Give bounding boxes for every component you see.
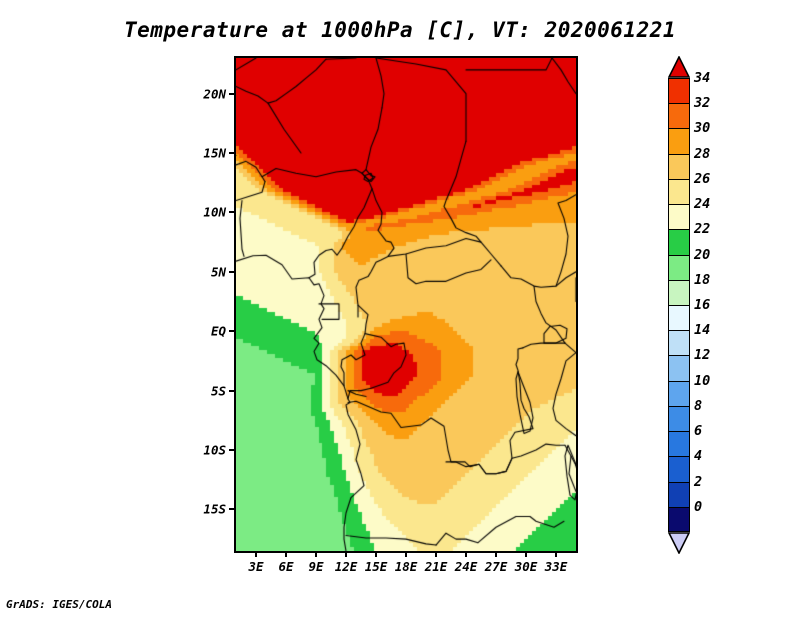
x-tick-mark: [315, 552, 317, 557]
x-tick-label: 15E: [364, 559, 388, 574]
colorbar-band: [668, 178, 690, 205]
x-tick-label: 12E: [334, 559, 358, 574]
y-tick-mark: [229, 389, 234, 392]
colorbar-tick-label: 20: [694, 246, 711, 263]
y-tick-label: 10N: [203, 204, 226, 220]
y-tick-label: 20N: [203, 86, 226, 102]
colorbar-tick-label: 30: [694, 120, 711, 137]
y-tick-mark: [229, 211, 234, 214]
x-tick-mark: [495, 552, 497, 557]
y-tick-label: EQ: [210, 323, 226, 339]
colorbar-band: [668, 254, 690, 280]
colorbar-tick-label: 10: [694, 372, 711, 389]
colorbar-tick-label: 18: [694, 271, 711, 288]
colorbar-tick-label: 24: [694, 196, 711, 213]
colorbar-band: [668, 330, 690, 356]
map-plot-area: [234, 56, 578, 553]
x-tick-label: 3E: [248, 559, 264, 574]
x-tick-label: 9E: [308, 559, 324, 574]
y-tick-mark: [229, 270, 234, 273]
colorbar-band: [668, 279, 690, 305]
x-tick-mark: [405, 552, 407, 557]
colorbar-tick-label: 22: [694, 221, 711, 238]
colorbar-band: [668, 355, 690, 381]
colorbar-band: [668, 481, 690, 507]
colorbar-band: [668, 229, 690, 255]
y-tick-mark: [229, 508, 234, 511]
x-tick-mark: [465, 552, 467, 557]
x-tick-label: 27E: [484, 559, 508, 574]
page-title: Temperature at 1000hPa [C], VT: 20200612…: [123, 18, 676, 42]
y-tick-label: 15S: [203, 501, 226, 517]
x-tick-mark: [345, 552, 347, 557]
colorbar: 0 2 4 6 8 10 12 14 16 18 20 22 24 26 28 30 32 34: [667, 55, 710, 555]
colorbar-tick-label: 34: [694, 70, 711, 86]
x-tick-label: 18E: [394, 559, 418, 574]
colorbar-band: [668, 405, 690, 432]
colorbar-band: [668, 456, 690, 482]
x-tick-label: 21E: [424, 559, 448, 574]
x-tick-mark: [255, 552, 257, 557]
x-tick-label: 33E: [544, 559, 568, 574]
colorbar-tick-label: 28: [694, 145, 711, 162]
x-tick-label: 30E: [514, 559, 538, 574]
x-tick-mark: [285, 552, 287, 557]
colorbar-band: [668, 128, 690, 154]
colorbar-band: [668, 305, 690, 331]
x-tick-mark: [435, 552, 437, 557]
colorbar-band: [668, 506, 690, 532]
x-tick-mark: [525, 552, 527, 557]
y-tick-label: 5N: [210, 264, 226, 280]
colorbar-tick-label: 12: [694, 347, 711, 364]
colorbar-band: [668, 103, 690, 129]
x-tick-mark: [555, 552, 557, 557]
x-tick-label: 6E: [278, 559, 294, 574]
y-tick-label: 10S: [203, 442, 226, 458]
y-tick-label: 15N: [203, 145, 226, 161]
colorbar-band: [668, 380, 690, 406]
x-tick-label: 24E: [454, 559, 478, 574]
country-borders-overlay: [236, 58, 576, 551]
colorbar-over-arrow: [667, 55, 691, 78]
y-tick-mark: [229, 152, 234, 155]
y-tick-label: 5S: [210, 383, 226, 399]
y-tick-mark: [229, 330, 234, 333]
colorbar-tick-label: 14: [694, 322, 711, 339]
colorbar-tick-label: 0: [694, 498, 703, 515]
y-tick-mark: [229, 449, 234, 452]
colorbar-band: [668, 153, 690, 179]
footer-attribution: GrADS: IGES/COLA: [6, 598, 112, 611]
colorbar-tick-label: 8: [694, 397, 703, 414]
colorbar-tick-label: 2: [694, 473, 703, 490]
colorbar-band: [668, 431, 690, 457]
colorbar-tick-label: 16: [694, 297, 711, 313]
colorbar-band: [668, 78, 690, 104]
y-tick-mark: [229, 92, 234, 95]
x-tick-mark: [375, 552, 377, 557]
colorbar-tick-label: 6: [694, 423, 703, 440]
colorbar-tick-label: 26: [694, 170, 711, 187]
colorbar-tick-label: 4: [694, 448, 703, 465]
colorbar-under-arrow: [667, 532, 691, 555]
colorbar-tick-label: 32: [694, 95, 711, 112]
colorbar-band: [668, 204, 690, 230]
